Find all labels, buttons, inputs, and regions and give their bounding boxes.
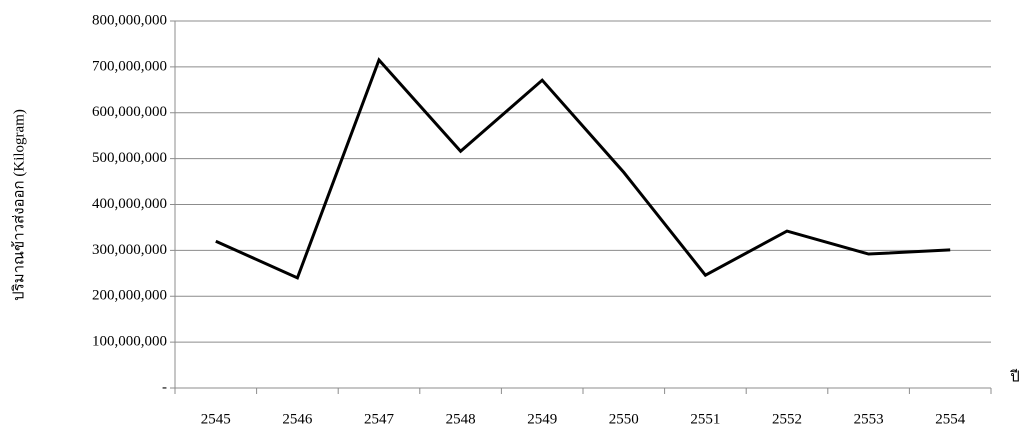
x-tick-label: 2550 — [609, 411, 639, 427]
x-axis-label: ปี — [1009, 368, 1019, 385]
y-tick-label: - — [162, 379, 167, 395]
x-tick-label: 2548 — [446, 411, 476, 427]
x-tick-label: 2547 — [364, 411, 395, 427]
x-tick-label: 2549 — [527, 411, 557, 427]
y-tick-label: 400,000,000 — [92, 196, 167, 212]
data-line — [215, 57, 951, 280]
x-tick-label: 2545 — [201, 411, 231, 427]
x-tick-label: 2554 — [935, 411, 966, 427]
x-tick-label: 2551 — [690, 411, 720, 427]
y-tick-label: 300,000,000 — [92, 242, 167, 258]
y-tick-label: 200,000,000 — [92, 288, 167, 304]
x-tick-label: 2553 — [854, 411, 884, 427]
y-tick-label: 600,000,000 — [92, 104, 167, 120]
x-tick-label: 2546 — [282, 411, 313, 427]
x-tick-label: 2552 — [772, 411, 802, 427]
y-tick-label: 700,000,000 — [92, 58, 167, 74]
y-axis-label: ปริมาณข้าวส่งออก (Kilogram) — [10, 109, 27, 301]
y-tick-label: 500,000,000 — [92, 150, 167, 166]
y-tick-label: 100,000,000 — [92, 334, 167, 350]
y-tick-label: 800,000,000 — [92, 12, 167, 28]
